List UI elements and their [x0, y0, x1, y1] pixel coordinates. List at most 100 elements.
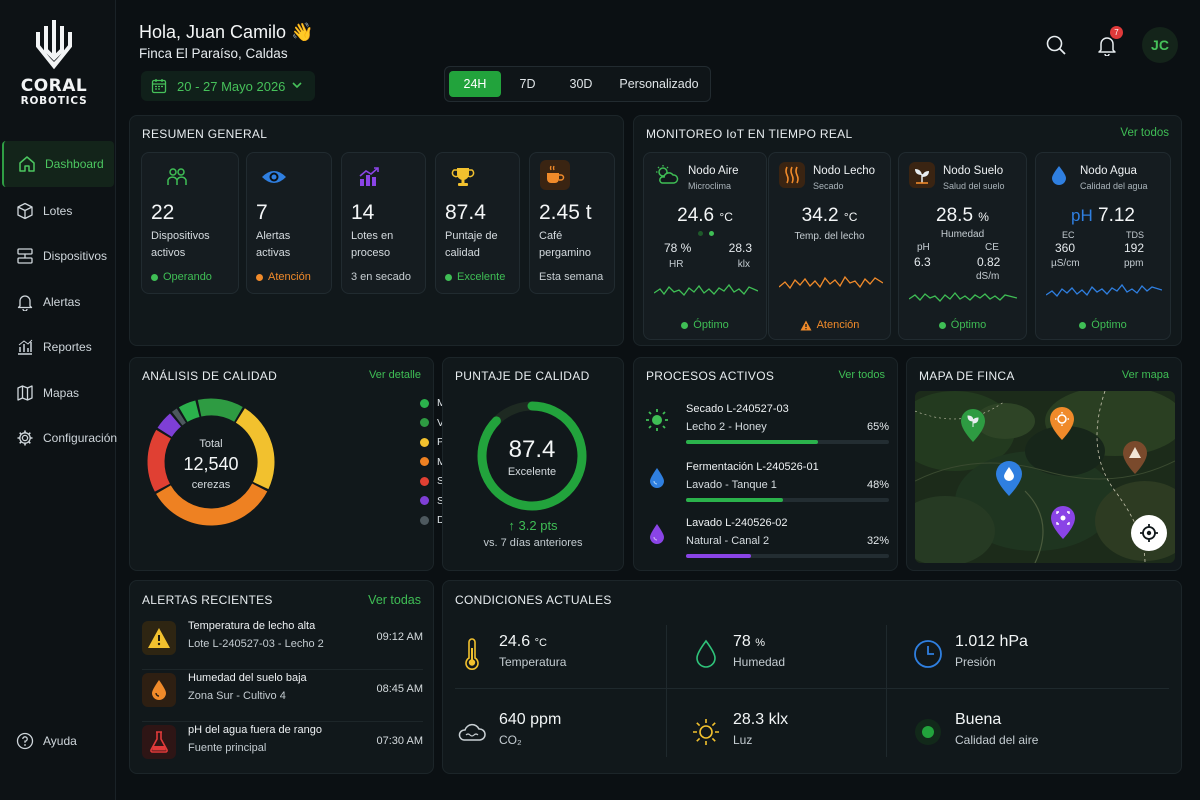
summary-card-coffee[interactable]: 2.45 t Café pergamino Esta semana — [529, 152, 615, 294]
locate-me-button[interactable] — [1131, 515, 1167, 551]
process-progress-bar — [686, 440, 889, 444]
donut-segment[interactable] — [197, 398, 243, 422]
node-caption: Temp. del lecho — [794, 231, 865, 242]
score-compare: vs. 7 días anteriores — [483, 537, 583, 549]
sidebar-item-dashboard[interactable]: Dashboard — [2, 141, 114, 187]
status-badge: Excelente — [445, 271, 505, 283]
donut-segment[interactable] — [147, 429, 172, 492]
process-item[interactable]: Fermentación L-240526-01 Lavado - Tanque… — [644, 461, 889, 513]
score-gauge — [477, 401, 587, 511]
status-badge: Óptimo — [899, 319, 1026, 331]
process-location: Lavado - Tanque 1 — [686, 479, 777, 491]
greeting: Hola, Juan Camilo 👋 — [139, 22, 314, 42]
farm-satellite-map[interactable] — [915, 391, 1175, 563]
date-range-picker[interactable]: 20 - 27 Mayo 2026 — [141, 71, 315, 101]
bell-icon — [16, 293, 34, 311]
node-metric-label: pH — [917, 242, 930, 253]
search-button[interactable] — [1044, 33, 1068, 57]
sidebar-item-alertas[interactable]: Alertas — [2, 279, 114, 325]
node-metric-value: 192 — [1124, 241, 1145, 255]
chevron-down-icon — [292, 82, 302, 89]
iot-node-water[interactable]: Nodo Agua Calidad del agua pH 7.12 EC 36… — [1035, 152, 1171, 340]
processes-title: PROCESOS ACTIVOS — [646, 369, 775, 383]
iot-view-all-link[interactable]: Ver todos — [1120, 127, 1169, 139]
map-view-link[interactable]: Ver mapa — [1121, 369, 1169, 381]
map-pin-water-icon[interactable] — [994, 459, 1024, 502]
map-pin-leaf-icon[interactable] — [959, 407, 987, 448]
flask-icon — [142, 725, 176, 759]
node-subtitle: Salud del suelo — [943, 181, 1005, 191]
crosshair-icon — [1140, 524, 1158, 542]
process-progress-fill — [686, 440, 818, 444]
map-pin-sun-icon[interactable] — [1048, 405, 1076, 446]
period-30d[interactable]: 30D — [569, 77, 593, 91]
quality-donut-chart — [147, 398, 275, 526]
processes-view-all-link[interactable]: Ver todos — [838, 369, 885, 381]
sidebar-item-lotes[interactable]: Lotes — [2, 188, 114, 234]
node-metric-label: CE — [985, 242, 999, 253]
sidebar-item-configuracion[interactable]: Configuración — [2, 415, 117, 461]
alert-item[interactable]: pH del agua fuera de rango Fuente princi… — [142, 722, 423, 774]
sidebar-item-label: Mapas — [43, 386, 80, 400]
score-delta: ↑ 3.2 pts — [508, 518, 558, 533]
period-7d[interactable]: 7D — [519, 77, 536, 91]
conditions-title: CONDICIONES ACTUALES — [455, 593, 612, 607]
alert-time: 08:45 AM — [376, 683, 423, 695]
iot-node-soil[interactable]: Nodo Suelo Salud del suelo 28.5 % Humeda… — [898, 152, 1027, 340]
process-progress-fill — [686, 498, 784, 502]
gear-icon — [16, 429, 34, 447]
process-item[interactable]: Secado L-240527-03 Lecho 2 - Honey 65% — [644, 403, 889, 455]
sidebar-item-ayuda[interactable]: Ayuda — [2, 718, 114, 764]
alert-item[interactable]: Humedad del suelo baja Zona Sur - Cultiv… — [142, 670, 423, 722]
summary-card-lots[interactable]: 14 Lotes en proceso 3 en secado — [341, 152, 426, 294]
node-name: Nodo Lecho — [813, 165, 876, 177]
avatar[interactable]: JC — [1142, 27, 1178, 63]
eye-icon — [259, 162, 289, 192]
donut-segment[interactable] — [156, 483, 268, 526]
iot-node-bed[interactable]: Nodo Lecho Secado 34.2 °C Temp. del lech… — [768, 152, 891, 340]
node-metric-label: EC — [1062, 230, 1075, 240]
sidebar-item-reportes[interactable]: Reportes — [2, 324, 114, 370]
condition-value: 24.6 °C — [499, 633, 547, 650]
thermometer-icon — [457, 637, 487, 671]
period-24h[interactable]: 24H — [449, 71, 501, 97]
summary-card-devices[interactable]: 22 Dispositivos activos Operando — [141, 152, 239, 294]
donut-segment[interactable] — [171, 408, 186, 426]
iot-node-air[interactable]: Nodo Aire Microclima 24.6 °C 78 % HR 28.… — [643, 152, 767, 340]
iot-panel: MONITOREO IoT EN TIEMPO REAL Ver todos N… — [633, 115, 1182, 346]
node-subtitle: Microclima — [688, 181, 732, 191]
alerts-view-all-link[interactable]: Ver todas — [368, 593, 421, 607]
search-icon — [1046, 35, 1066, 55]
sidebar-item-dispositivos[interactable]: Dispositivos — [2, 233, 114, 279]
donut-total-value: 12,540 — [183, 454, 239, 474]
process-item[interactable]: Lavado L-240526-02 Natural - Canal 2 32% — [644, 517, 889, 569]
node-metric-unit: ppm — [1124, 258, 1144, 269]
sidebar-item-mapas[interactable]: Mapas — [2, 370, 114, 416]
summary-card-alerts[interactable]: 7 Alertas activas Atención — [246, 152, 332, 294]
map-pin-scan-icon[interactable] — [1049, 504, 1077, 545]
quality-detail-link[interactable]: Ver detalle — [369, 369, 421, 381]
summary-label: Puntaje de calidad — [445, 230, 498, 259]
status-badge: Óptimo — [1036, 319, 1170, 331]
donut-segment[interactable] — [178, 400, 200, 423]
condition-label: Humedad — [733, 655, 786, 669]
condition-value: Buena — [955, 711, 1002, 728]
map-pin-pile-icon[interactable] — [1121, 439, 1149, 480]
alert-item[interactable]: Temperatura de lecho alta Lote L-240527-… — [142, 618, 423, 670]
period-custom[interactable]: Personalizado — [619, 77, 699, 91]
donut-total-label: Total — [199, 438, 223, 450]
condition-light: 28.3 klx Luz — [691, 707, 921, 777]
heat-waves-icon — [779, 162, 805, 188]
process-percent: 32% — [866, 535, 889, 547]
cube-icon — [16, 202, 34, 220]
condition-humidity: 78 % Humedad — [691, 629, 921, 699]
brand-logo[interactable]: CORAL ROBOTICS — [14, 16, 94, 110]
condition-value: 28.3 klx — [733, 711, 789, 728]
process-name: Secado L-240527-03 — [686, 403, 789, 415]
summary-card-quality[interactable]: 87.4 Puntaje de calidad Excelente — [435, 152, 520, 294]
pressure-clock-icon — [913, 637, 943, 671]
notifications-button[interactable] — [1095, 33, 1119, 57]
donut-segment[interactable] — [157, 413, 182, 438]
donut-segment[interactable] — [235, 408, 275, 490]
